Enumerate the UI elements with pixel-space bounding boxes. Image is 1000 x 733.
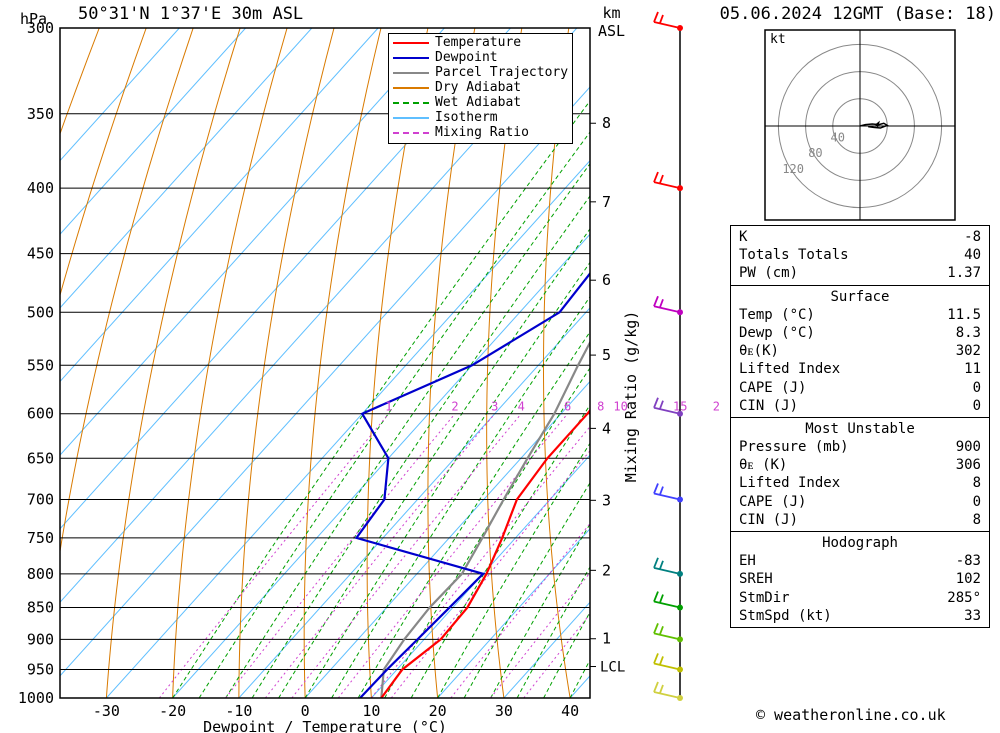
svg-text:40: 40 (830, 131, 844, 145)
y-axis-left-label: hPa (20, 10, 47, 28)
svg-text:80: 80 (808, 146, 822, 160)
svg-text:750: 750 (27, 529, 54, 547)
legend-label: Temperature (435, 36, 521, 51)
legend-label: Mixing Ratio (435, 126, 529, 141)
svg-text:LCL: LCL (600, 660, 625, 676)
svg-text:4: 4 (602, 419, 611, 437)
svg-text:-30: -30 (93, 702, 120, 720)
legend-label: Isotherm (435, 111, 498, 126)
data-panel: K-8Totals Totals40PW (cm)1.37 SurfaceTemp… (730, 225, 990, 628)
svg-text:6: 6 (602, 271, 611, 289)
data-row: Lifted Index11 (737, 360, 983, 378)
svg-text:1000: 1000 (18, 689, 54, 707)
svg-text:650: 650 (27, 449, 54, 467)
svg-text:1: 1 (385, 400, 392, 414)
svg-text:350: 350 (27, 105, 54, 123)
svg-text:6: 6 (564, 400, 571, 414)
svg-text:500: 500 (27, 303, 54, 321)
svg-text:Mixing Ratio (g/kg): Mixing Ratio (g/kg) (622, 311, 640, 483)
svg-text:30: 30 (495, 702, 513, 720)
svg-text:kt: kt (770, 32, 786, 47)
data-row: CAPE (J)0 (737, 493, 983, 511)
hodograph: kt 40 80 120 (730, 28, 990, 223)
svg-text:850: 850 (27, 599, 54, 617)
svg-text:-20: -20 (159, 702, 186, 720)
datetime-title: 05.06.2024 12GMT (Base: 18) (720, 4, 996, 24)
svg-text:800: 800 (27, 565, 54, 583)
svg-text:Dewpoint / Temperature (°C): Dewpoint / Temperature (°C) (203, 718, 447, 733)
legend-label: Dewpoint (435, 51, 498, 66)
svg-text:1: 1 (602, 630, 611, 648)
data-row: SREH102 (737, 570, 983, 588)
svg-text:450: 450 (27, 245, 54, 263)
section-head: Surface (737, 288, 983, 306)
svg-text:7: 7 (602, 193, 611, 211)
svg-text:4: 4 (518, 400, 525, 414)
data-row: θᴇ (K)306 (737, 456, 983, 474)
svg-text:2: 2 (602, 561, 611, 579)
data-row: Pressure (mb)900 (737, 438, 983, 456)
legend: TemperatureDewpointParcel TrajectoryDry … (388, 33, 573, 144)
legend-swatch (393, 132, 429, 134)
data-row: StmSpd (kt)33 (737, 607, 983, 625)
svg-text:8: 8 (597, 400, 604, 414)
data-row: K-8 (737, 228, 983, 246)
data-row: CAPE (J)0 (737, 379, 983, 397)
skewt-diagram: 1234681015202530035040045050055060065070… (0, 0, 720, 733)
svg-text:900: 900 (27, 630, 54, 648)
data-row: Lifted Index8 (737, 474, 983, 492)
section-head: Hodograph (737, 534, 983, 552)
svg-text:700: 700 (27, 491, 54, 509)
legend-label: Parcel Trajectory (435, 66, 568, 81)
legend-swatch (393, 72, 429, 74)
data-row: EH-83 (737, 552, 983, 570)
y-axis-right-label-top: km ASL (598, 4, 625, 40)
legend-label: Dry Adiabat (435, 81, 521, 96)
legend-swatch (393, 42, 429, 44)
legend-swatch (393, 102, 429, 104)
legend-swatch (393, 57, 429, 59)
svg-text:3: 3 (602, 491, 611, 509)
svg-text:400: 400 (27, 179, 54, 197)
svg-text:20: 20 (713, 400, 720, 414)
data-row: StmDir285° (737, 589, 983, 607)
svg-text:600: 600 (27, 405, 54, 423)
data-row: PW (cm)1.37 (737, 264, 983, 282)
svg-text:3: 3 (491, 400, 498, 414)
svg-text:5: 5 (602, 346, 611, 364)
copyright: © weatheronline.co.uk (756, 706, 946, 724)
data-row: Temp (°C)11.5 (737, 306, 983, 324)
svg-text:120: 120 (782, 162, 804, 176)
svg-text:40: 40 (561, 702, 579, 720)
legend-swatch (393, 87, 429, 89)
legend-swatch (393, 117, 429, 119)
data-row: Totals Totals40 (737, 246, 983, 264)
svg-text:2: 2 (451, 400, 458, 414)
data-row: CIN (J)0 (737, 397, 983, 415)
data-row: θᴇ(K)302 (737, 342, 983, 360)
data-row: Dewp (°C)8.3 (737, 324, 983, 342)
svg-text:950: 950 (27, 660, 54, 678)
data-row: CIN (J)8 (737, 511, 983, 529)
svg-text:8: 8 (602, 114, 611, 132)
legend-label: Wet Adiabat (435, 96, 521, 111)
section-head: Most Unstable (737, 420, 983, 438)
svg-text:550: 550 (27, 356, 54, 374)
